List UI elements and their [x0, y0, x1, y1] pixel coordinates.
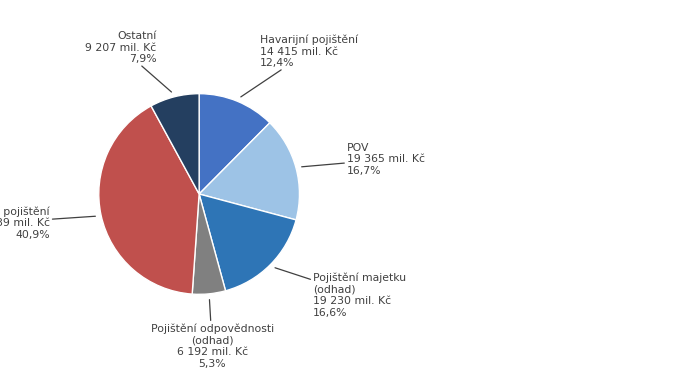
- Text: Pojištění majetku
(odhad)
19 230 mil. Kč
16,6%: Pojištění majetku (odhad) 19 230 mil. Kč…: [275, 268, 406, 318]
- Text: Havarijní pojištění
14 415 mil. Kč
12,4%: Havarijní pojištění 14 415 mil. Kč 12,4%: [241, 35, 358, 97]
- Wedge shape: [151, 94, 199, 194]
- Text: Ostatní
9 207 mil. Kč
7,9%: Ostatní 9 207 mil. Kč 7,9%: [85, 31, 171, 92]
- Wedge shape: [199, 194, 296, 291]
- Wedge shape: [199, 94, 270, 194]
- Wedge shape: [99, 106, 199, 294]
- Wedge shape: [192, 194, 225, 294]
- Text: Pojištění odpovědnosti
(odhad)
6 192 mil. Kč
5,3%: Pojištění odpovědnosti (odhad) 6 192 mil…: [151, 300, 274, 369]
- Text: POV
19 365 mil. Kč
16,7%: POV 19 365 mil. Kč 16,7%: [302, 143, 425, 176]
- Text: Životní pojištění
47 439 mil. Kč
40,9%: Životní pojištění 47 439 mil. Kč 40,9%: [0, 204, 95, 240]
- Wedge shape: [199, 123, 300, 220]
